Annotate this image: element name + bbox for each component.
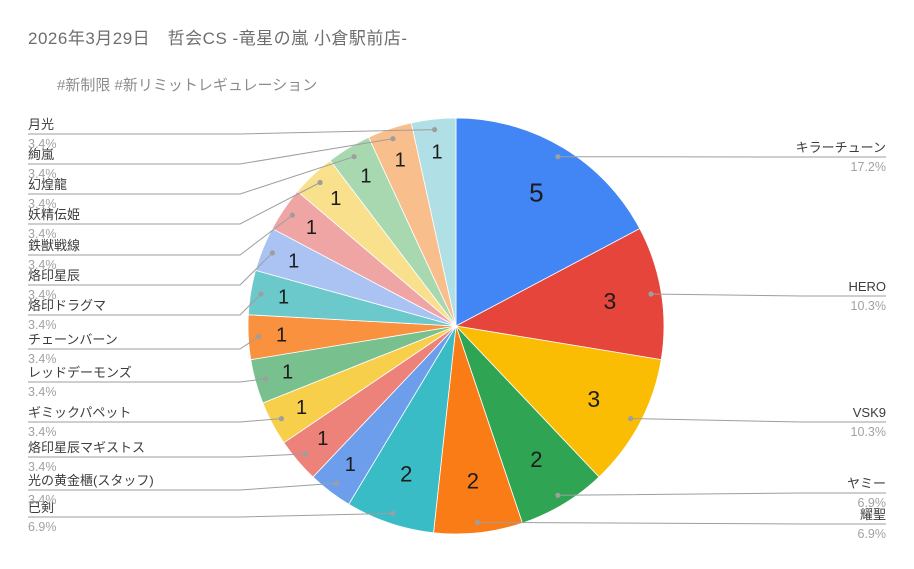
leader-line	[630, 418, 886, 423]
leader-line	[28, 482, 337, 491]
leader-dot	[474, 519, 480, 526]
leader-dot	[351, 154, 357, 160]
slice-label-name: レッドデーモンズ	[28, 365, 132, 380]
leader-dot	[333, 480, 339, 486]
chart-subtitle: #新制限 #新リミットレギュレーション	[57, 77, 318, 94]
slice-label-percent: 3.4%	[28, 352, 57, 366]
slice-label-percent: 3.4%	[28, 137, 57, 151]
leader-dot	[390, 510, 396, 516]
slice-label-name: VSK9	[852, 405, 886, 420]
slice-value: 5	[529, 177, 543, 207]
slice-label-name: 月光	[28, 117, 55, 132]
slice-label-name: 烙印ドラグマ	[28, 298, 107, 313]
slice-label-percent: 10.3%	[850, 425, 886, 439]
slice-label-name: ヤミー	[846, 476, 886, 491]
leader-dot	[256, 334, 262, 340]
leader-line	[28, 214, 293, 256]
slice-value: 2	[400, 461, 412, 486]
slice-value: 1	[306, 217, 317, 239]
slice-value: 1	[296, 397, 307, 419]
leader-dot	[263, 376, 269, 382]
leader-line	[650, 293, 886, 297]
slice-label-name: 巳剣	[28, 500, 55, 515]
slice-value: 1	[330, 188, 341, 210]
slice-label-percent: 3.4%	[28, 258, 57, 272]
slice-value: 3	[604, 288, 617, 314]
slice-label-name: キラーチューン	[795, 140, 886, 155]
slice-label-percent: 3.4%	[28, 318, 57, 332]
leader-line	[557, 492, 886, 496]
slice-label-name: 耀聖	[859, 507, 886, 522]
slice-label-name: HERO	[848, 279, 886, 294]
leader-dot	[317, 179, 323, 186]
leader-line	[28, 378, 266, 383]
pie-slice-2[interactable]	[454, 325, 662, 478]
slice-value: 1	[345, 454, 356, 476]
slice-label-name: 烙印星辰	[28, 268, 81, 283]
leader-dot	[555, 492, 561, 498]
slice-label-percent: 3.4%	[28, 425, 57, 439]
slice-value: 2	[467, 469, 479, 494]
slice-label-percent: 3.4%	[28, 493, 57, 507]
slice-label-percent: 6.9%	[28, 520, 57, 534]
slice-value: 1	[288, 250, 299, 272]
pie-slice-0[interactable]	[455, 117, 641, 327]
slice-label-name: 烙印星辰マギストス	[28, 440, 146, 455]
slice-label-percent: 3.4%	[28, 385, 57, 399]
pie-slice-17[interactable]	[410, 117, 457, 327]
slice-value: 2	[530, 447, 542, 472]
leader-dot	[648, 291, 654, 297]
slice-value: 1	[432, 141, 443, 163]
slice-label-percent: 6.9%	[857, 527, 887, 541]
slice-label-name: 幻煌龍	[28, 177, 68, 192]
leader-dot	[278, 416, 284, 422]
slice-label-name: 鉄獣戦線	[28, 238, 81, 253]
leader-line	[28, 293, 262, 316]
leader-dot	[390, 136, 396, 142]
slice-label-name: ギミックパペット	[28, 405, 132, 420]
leader-line	[28, 156, 355, 195]
slice-value: 1	[282, 362, 293, 384]
slice-label-name: 妖精伝姫	[28, 207, 81, 222]
leader-line	[28, 138, 393, 165]
slice-value: 1	[317, 428, 328, 450]
leader-dot	[302, 451, 308, 457]
leader-line	[477, 521, 886, 525]
leader-dot	[289, 212, 295, 218]
slice-label-percent: 3.4%	[28, 227, 57, 241]
slice-label-name: 絢嵐	[28, 147, 55, 162]
slice-value: 1	[360, 165, 371, 187]
pie-slice-1[interactable]	[454, 228, 665, 361]
leader-dot	[628, 416, 634, 422]
leader-line	[28, 418, 282, 423]
leader-line	[28, 453, 306, 458]
slice-value: 1	[395, 149, 406, 171]
slice-label-name: 光の黄金櫃(スタッフ)	[28, 473, 154, 488]
leader-line	[28, 182, 321, 225]
leader-line	[28, 252, 273, 286]
slice-label-percent: 3.4%	[28, 460, 57, 474]
leader-line	[28, 129, 435, 135]
slice-value: 1	[278, 287, 289, 309]
slice-label-percent: 3.4%	[28, 167, 57, 181]
leader-line	[28, 512, 393, 518]
slice-label-percent: 3.4%	[28, 197, 57, 211]
leader-dot	[555, 154, 561, 160]
slice-label-name: チェーンバーン	[28, 332, 118, 347]
leader-dot	[258, 291, 264, 297]
slice-value: 1	[276, 325, 287, 347]
slice-label-percent: 10.3%	[850, 299, 886, 313]
slice-value: 3	[587, 386, 600, 412]
chart-title: 2026年3月29日 哲会CS -竜星の嵐 小倉駅前店-	[28, 29, 408, 48]
slice-label-percent: 3.4%	[28, 288, 57, 302]
leader-dot	[432, 127, 438, 133]
leader-dot	[269, 250, 275, 256]
slice-label-percent: 17.2%	[850, 160, 886, 174]
leader-line	[28, 336, 259, 350]
slice-label-percent: 6.9%	[857, 496, 887, 510]
